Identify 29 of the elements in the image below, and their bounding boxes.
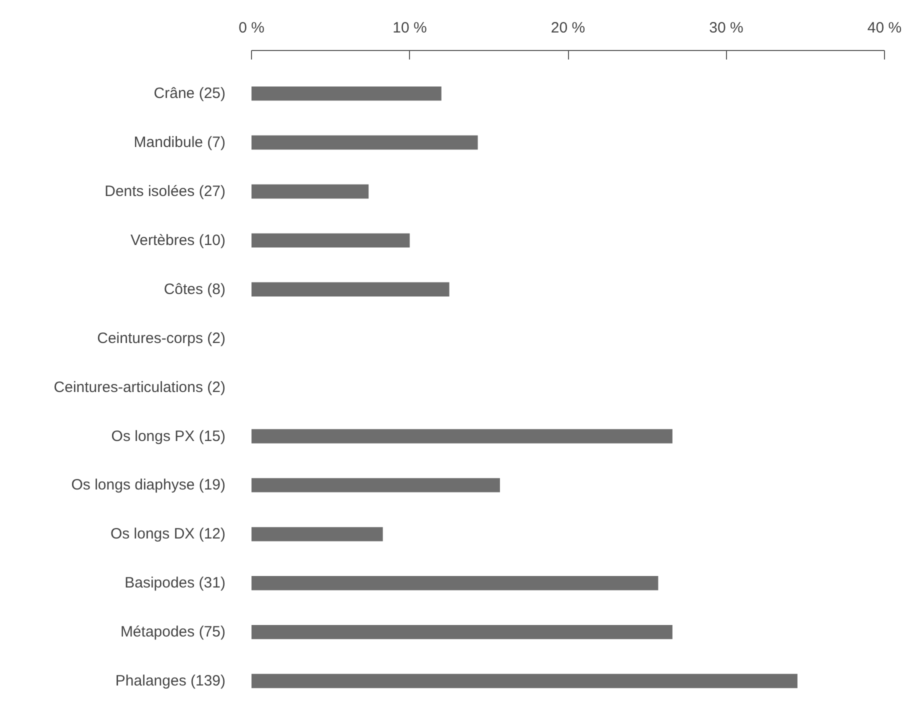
x-tick-label: 20 %: [550, 20, 586, 36]
y-tick-label: Os longs DX (12): [110, 526, 226, 543]
y-tick-label: Vertèbres (10): [130, 232, 226, 249]
bar: [252, 527, 383, 542]
bar: [252, 233, 410, 248]
y-tick-label: Ceintures-corps (2): [97, 330, 226, 347]
bar: [252, 86, 442, 101]
y-tick-label: Dents isolées (27): [104, 182, 226, 200]
x-tick-label: 30 %: [709, 20, 744, 36]
x-tick-label: 10 %: [392, 20, 427, 36]
y-tick-label: Basipodes (31): [124, 574, 226, 592]
y-tick-label: Côtes (8): [164, 280, 226, 298]
bar: [252, 576, 658, 590]
x-tick-label: 40 %: [867, 20, 902, 36]
bar: [252, 135, 478, 150]
y-tick-label: Phalanges (139): [115, 672, 226, 690]
y-tick-label: Ceintures-articulations (2): [54, 378, 226, 396]
y-tick-label: Os longs PX (15): [111, 428, 226, 445]
bar: [252, 429, 672, 444]
y-tick-label: Métapodes (75): [120, 624, 226, 641]
bar: [252, 624, 672, 640]
y-tick-label: Os longs diaphyse (19): [71, 476, 226, 494]
bar: [252, 282, 450, 296]
bar: [252, 184, 369, 199]
y-tick-label: Crâne (25): [154, 85, 226, 102]
y-tick-label: Mandibule (7): [134, 134, 226, 152]
bar: [252, 478, 500, 492]
x-tick-label: 0 %: [238, 20, 264, 36]
bar: [252, 674, 798, 688]
